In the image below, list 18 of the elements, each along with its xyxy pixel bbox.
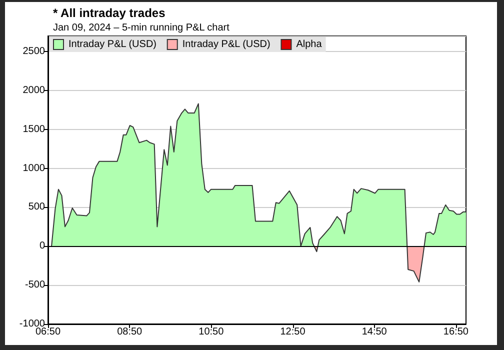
y-tick-label: 2500 <box>22 46 46 58</box>
x-tick-label: 08:50 <box>117 326 143 338</box>
chart-subtitle: Jan 09, 2024 – 5-min running P&L chart <box>53 22 230 34</box>
chart-title: * All intraday trades <box>53 6 166 20</box>
x-tick-label: 10:50 <box>198 326 224 338</box>
legend-label: Alpha <box>296 39 322 50</box>
y-tick-label: 1000 <box>22 162 46 174</box>
y-tick-label: 0 <box>39 240 46 252</box>
legend-label: Intraday P&L (USD) <box>182 39 270 50</box>
x-tick-label: 06:50 <box>35 326 61 338</box>
y-tick-label: 1500 <box>22 124 46 135</box>
y-tick-label: 500 <box>28 202 46 213</box>
legend-label: Intraday P&L (USD) <box>68 39 156 50</box>
y-tick-label: -500 <box>24 280 46 291</box>
x-tick-label: 12:50 <box>280 326 306 338</box>
x-tick-label: 14:50 <box>362 326 388 338</box>
y-tick-label: 2000 <box>22 84 46 96</box>
x-tick-label: 16:50 <box>443 326 469 338</box>
